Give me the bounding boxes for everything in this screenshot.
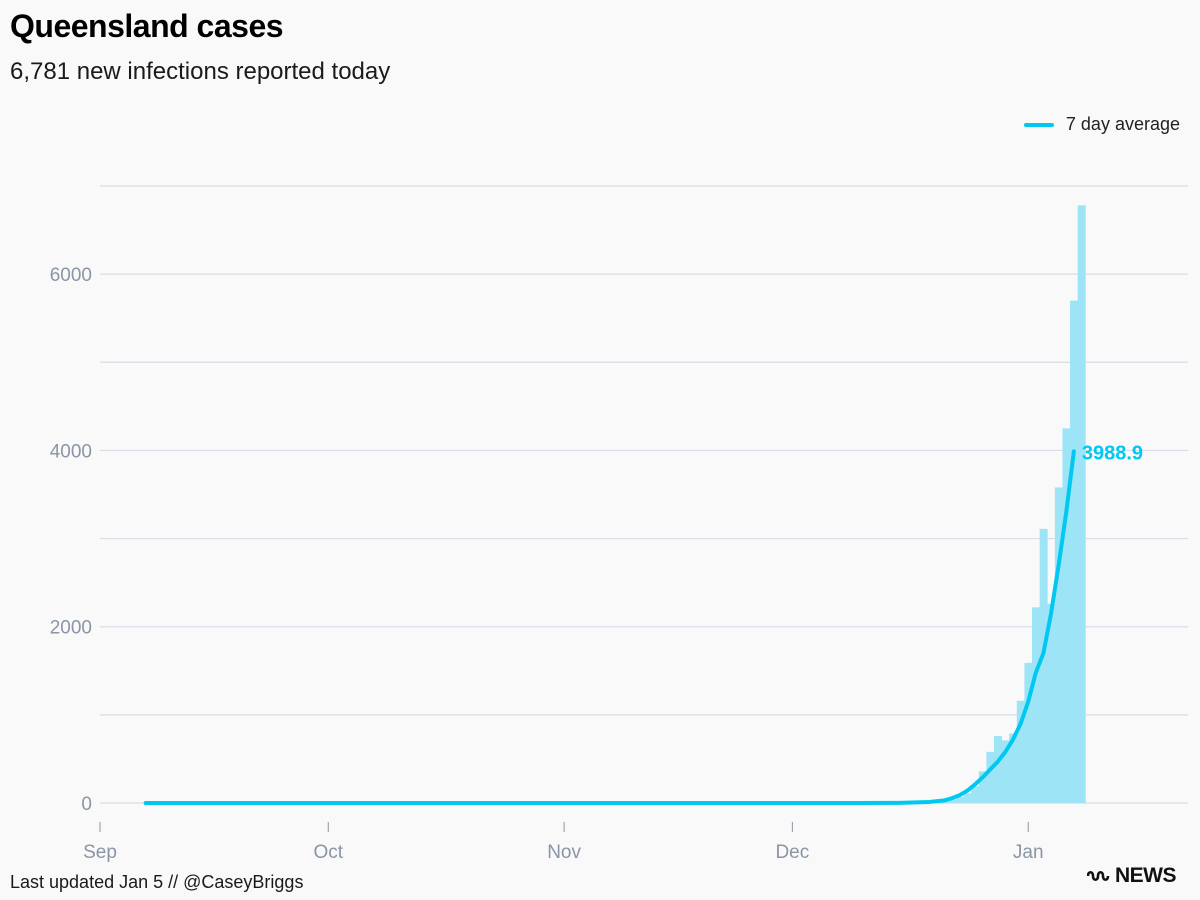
bar-daily-cases bbox=[1001, 740, 1010, 803]
last-updated: Last updated Jan 5 // @CaseyBriggs bbox=[10, 872, 304, 892]
bar-daily-cases bbox=[1047, 603, 1056, 803]
legend-label: 7 day average bbox=[1065, 114, 1180, 134]
line-7-day-average bbox=[143, 449, 1076, 805]
y-tick-label: 0 bbox=[81, 794, 92, 815]
x-tick-label: Sep bbox=[83, 842, 117, 863]
x-tick-label: Dec bbox=[775, 842, 809, 863]
bar-daily-cases bbox=[971, 786, 980, 803]
bar-daily-cases bbox=[1054, 487, 1063, 803]
abc-news-logo: NEWS bbox=[1087, 864, 1177, 888]
y-tick-label: 4000 bbox=[50, 441, 92, 462]
legend-line-swatch bbox=[1023, 122, 1054, 127]
x-tick-label: Oct bbox=[313, 842, 343, 863]
chart-title: Queensland cases bbox=[10, 8, 284, 44]
bar-daily-cases bbox=[986, 751, 995, 803]
bar-daily-cases bbox=[1062, 428, 1071, 803]
bar-daily-cases bbox=[1024, 662, 1033, 803]
bar-daily-cases bbox=[955, 796, 964, 803]
y-tick-label: 2000 bbox=[50, 618, 92, 639]
bar-daily-cases bbox=[1039, 528, 1048, 803]
y-tick-label: 6000 bbox=[50, 265, 92, 286]
bar-daily-cases bbox=[1077, 205, 1086, 803]
x-tick-label: Jan bbox=[1013, 842, 1044, 863]
bar-daily-cases bbox=[963, 793, 972, 803]
bar-daily-cases bbox=[1009, 733, 1018, 803]
average-end-label: 3988.9 bbox=[1082, 442, 1143, 464]
bar-daily-cases bbox=[1032, 607, 1041, 803]
brand-name: NEWS bbox=[1115, 864, 1177, 887]
bar-daily-cases bbox=[1016, 700, 1025, 803]
chart-legend: 7 day average bbox=[1023, 114, 1180, 135]
bar-daily-cases bbox=[993, 736, 1002, 803]
bar-daily-cases bbox=[978, 771, 987, 803]
chart-subtitle: 6,781 new infections reported today bbox=[10, 58, 391, 85]
bar-daily-cases bbox=[1070, 300, 1079, 803]
abc-logo-icon bbox=[1087, 869, 1111, 883]
x-tick-label: Nov bbox=[547, 842, 581, 863]
bar-daily-cases bbox=[948, 799, 957, 803]
